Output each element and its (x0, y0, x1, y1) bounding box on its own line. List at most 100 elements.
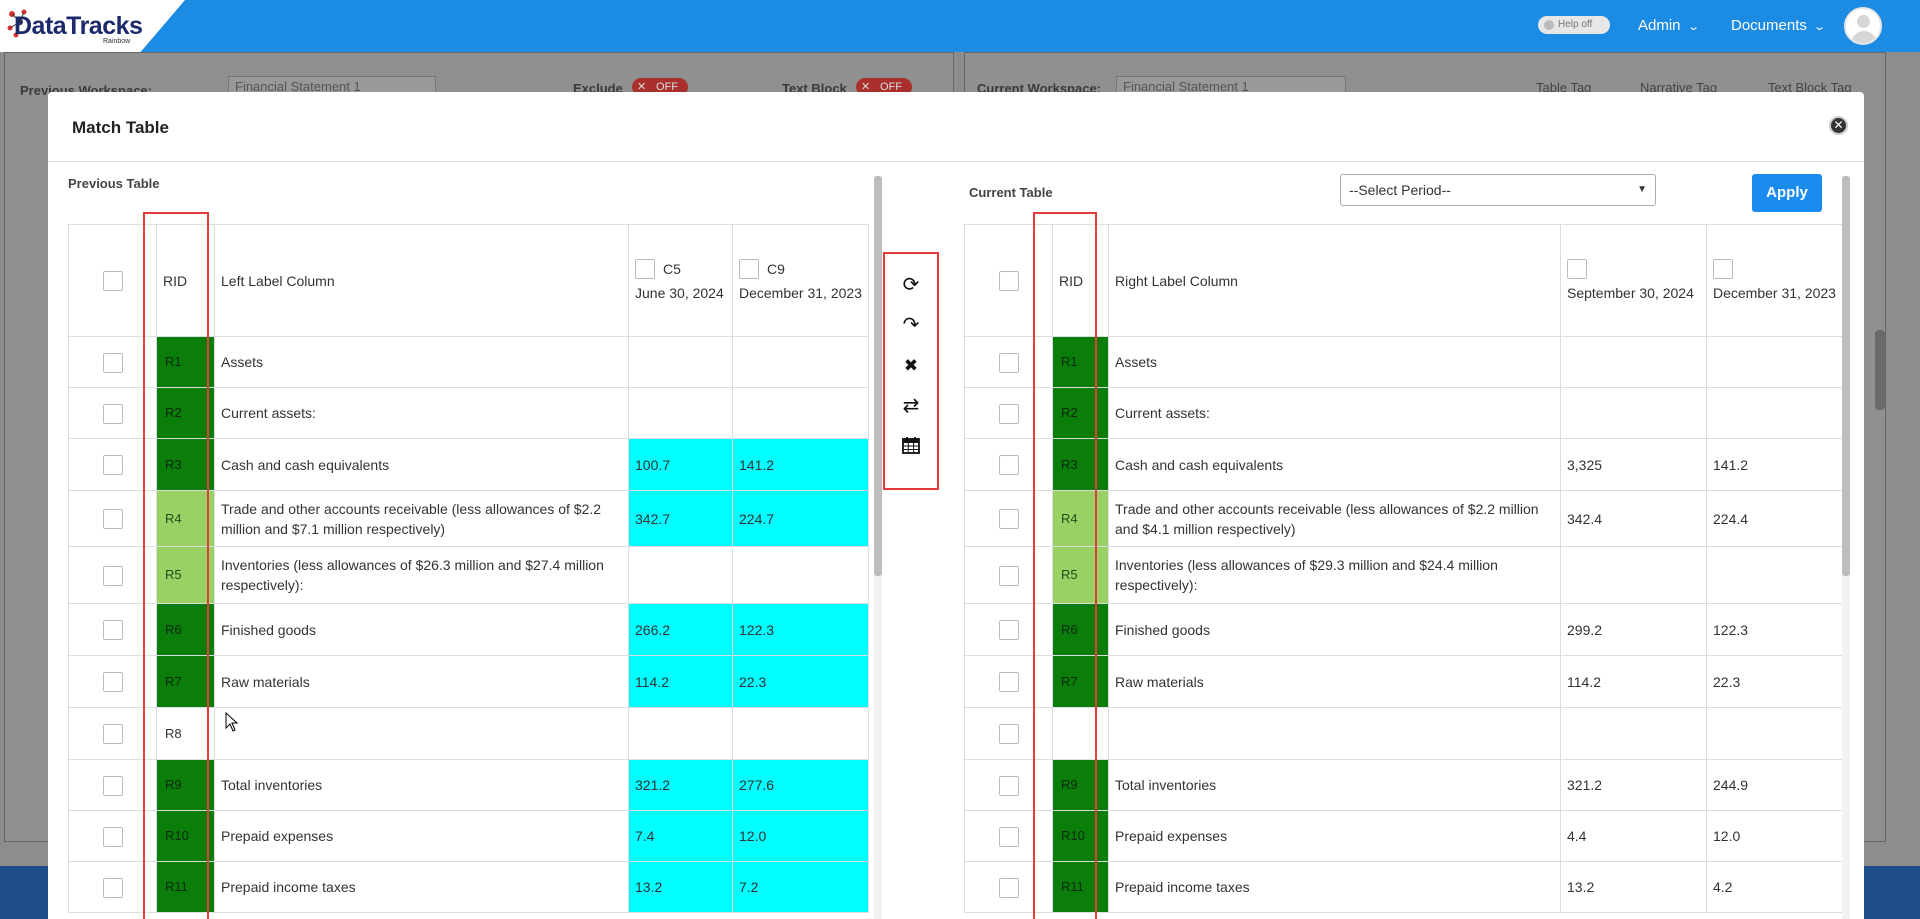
value-cell[interactable] (732, 707, 869, 760)
refresh-icon[interactable]: ⟳ (902, 274, 920, 296)
row-checkbox[interactable] (998, 826, 1019, 847)
value-cell[interactable]: 22.3 (1706, 655, 1845, 708)
value-cell[interactable] (1706, 336, 1845, 388)
row-checkbox[interactable] (998, 775, 1019, 796)
value-cell[interactable]: 4.2 (1706, 861, 1845, 913)
value-cell[interactable]: 244.9 (1706, 759, 1845, 811)
rid-cell[interactable]: R8 (156, 707, 215, 760)
period-select[interactable]: --Select Period-- ▼ (1340, 174, 1656, 206)
previous-table-scroll-thumb[interactable] (874, 176, 882, 576)
rid-cell[interactable]: R7 (1052, 655, 1109, 708)
help-toggle[interactable]: Help off (1538, 16, 1610, 34)
row-checkbox[interactable] (102, 724, 123, 745)
value-cell[interactable]: 122.3 (1706, 603, 1845, 656)
table-row[interactable]: R11 Prepaid income taxes 13.2 7.2 (68, 861, 869, 913)
value-cell[interactable] (732, 546, 869, 604)
value-cell[interactable]: 224.7 (732, 490, 869, 547)
row-checkbox[interactable] (102, 352, 123, 373)
rid-cell[interactable]: R5 (1052, 546, 1109, 604)
value-cell[interactable]: 141.2 (1706, 438, 1845, 491)
logo[interactable]: DataTracks Rainbow (0, 0, 185, 52)
value-cell[interactable]: 7.4 (628, 810, 733, 862)
table-row[interactable]: R7 Raw materials 114.2 22.3 (68, 655, 869, 708)
current-table-scroll-thumb[interactable] (1842, 176, 1850, 576)
value-cell[interactable] (1560, 707, 1707, 760)
value-cell[interactable] (1706, 387, 1845, 439)
apply-button[interactable]: Apply (1752, 174, 1822, 212)
value-cell[interactable] (628, 546, 733, 604)
value-cell[interactable]: 3,325 (1560, 438, 1707, 491)
value-cell[interactable]: 342.7 (628, 490, 733, 547)
rid-cell[interactable]: R4 (1052, 490, 1109, 547)
row-checkbox[interactable] (102, 620, 123, 641)
table-row[interactable]: R4 Trade and other accounts receivable (l… (68, 490, 869, 547)
row-checkbox[interactable] (998, 455, 1019, 476)
value-cell[interactable]: 141.2 (732, 438, 869, 491)
row-checkbox[interactable] (102, 509, 123, 530)
value-cell[interactable]: 342.4 (1560, 490, 1707, 547)
rid-cell[interactable]: R5 (156, 546, 215, 604)
rid-cell[interactable]: R11 (156, 861, 215, 913)
value-cell[interactable]: 321.2 (1560, 759, 1707, 811)
value-cell[interactable] (1560, 546, 1707, 604)
value-cell[interactable]: 277.6 (732, 759, 869, 811)
row-checkbox[interactable] (998, 565, 1019, 586)
column-checkbox[interactable] (635, 258, 655, 279)
value-cell[interactable] (1706, 546, 1845, 604)
value-cell[interactable] (1560, 387, 1707, 439)
table-row[interactable]: R6 Finished goods 266.2 122.3 (68, 603, 869, 656)
table-row[interactable]: R1 Assets (68, 336, 869, 388)
table-row[interactable]: R8 (68, 707, 869, 760)
rid-cell[interactable]: R7 (156, 655, 215, 708)
rid-cell[interactable]: R11 (1052, 861, 1109, 913)
table-row[interactable]: R9 Total inventories 321.2 244.9 (964, 759, 1845, 811)
rid-cell[interactable]: R1 (1052, 336, 1109, 388)
value-cell[interactable] (732, 336, 869, 388)
table-row[interactable]: R5 Inventories (less allowances of $26.3 … (68, 546, 869, 604)
rid-cell[interactable]: R10 (156, 810, 215, 862)
rid-cell[interactable]: R9 (156, 759, 215, 811)
table-row[interactable]: R9 Total inventories 321.2 277.6 (68, 759, 869, 811)
value-cell[interactable] (1706, 707, 1845, 760)
row-checkbox[interactable] (102, 403, 123, 424)
rid-cell[interactable]: R6 (1052, 603, 1109, 656)
value-cell[interactable]: 22.3 (732, 655, 869, 708)
value-cell[interactable]: 12.0 (1706, 810, 1845, 862)
rid-cell[interactable] (1052, 707, 1109, 760)
table-row[interactable]: R2 Current assets: (68, 387, 869, 439)
rid-cell[interactable]: R2 (1052, 387, 1109, 439)
documents-menu[interactable]: Documents ⌄ (1731, 17, 1826, 34)
row-checkbox[interactable] (998, 509, 1019, 530)
rid-cell[interactable]: R1 (156, 336, 215, 388)
value-cell[interactable] (628, 387, 733, 439)
rid-cell[interactable]: R3 (1052, 438, 1109, 491)
value-cell[interactable]: 4.4 (1560, 810, 1707, 862)
row-checkbox[interactable] (998, 672, 1019, 693)
value-cell[interactable]: 299.2 (1560, 603, 1707, 656)
value-cell[interactable]: 114.2 (628, 655, 733, 708)
row-checkbox[interactable] (102, 775, 123, 796)
select-all-checkbox[interactable] (102, 271, 123, 292)
rid-cell[interactable]: R10 (1052, 810, 1109, 862)
value-cell[interactable]: 321.2 (628, 759, 733, 811)
value-cell[interactable]: 12.0 (732, 810, 869, 862)
table-row[interactable]: R3 Cash and cash equivalents 100.7 141.2 (68, 438, 869, 491)
rid-cell[interactable]: R9 (1052, 759, 1109, 811)
close-x-icon[interactable]: ✖ (903, 356, 919, 375)
select-all-checkbox[interactable] (998, 271, 1019, 292)
rid-cell[interactable]: R4 (156, 490, 215, 547)
table-row[interactable]: R10 Prepaid expenses 7.4 12.0 (68, 810, 869, 862)
value-cell[interactable]: 7.2 (732, 861, 869, 913)
value-cell[interactable] (628, 336, 733, 388)
value-cell[interactable]: 266.2 (628, 603, 733, 656)
column-checkbox[interactable] (739, 258, 759, 279)
table-row[interactable]: R2 Current assets: (964, 387, 1845, 439)
table-row[interactable]: R3 Cash and cash equivalents 3,325 141.2 (964, 438, 1845, 491)
table-row[interactable]: R4 Trade and other accounts receivable (l… (964, 490, 1845, 547)
close-circle-icon[interactable]: ✕ (1829, 116, 1848, 135)
rid-cell[interactable]: R2 (156, 387, 215, 439)
calendar-icon[interactable] (900, 435, 922, 457)
value-cell[interactable] (628, 707, 733, 760)
row-checkbox[interactable] (998, 620, 1019, 641)
row-checkbox[interactable] (998, 724, 1019, 745)
